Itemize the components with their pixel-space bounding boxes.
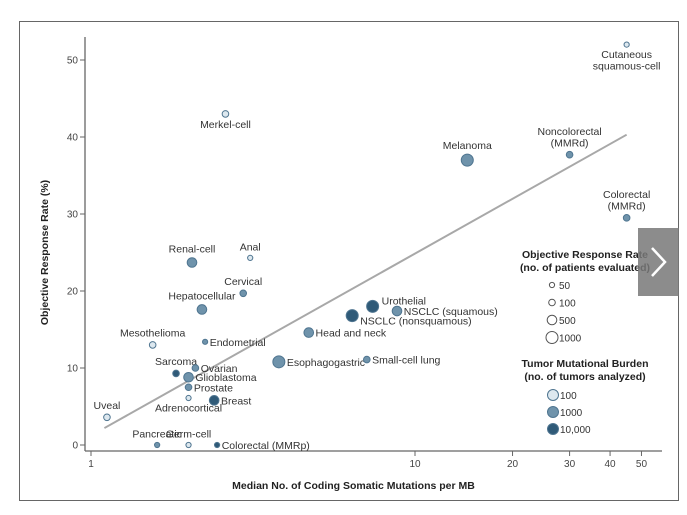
data-point-label: Ovarian	[201, 363, 238, 375]
data-point-label: Germ-cell	[166, 428, 212, 440]
data-point	[565, 150, 574, 159]
legend-color-swatch	[547, 406, 559, 418]
chevron-right-icon	[651, 247, 667, 277]
y-tick-label: 40	[67, 133, 79, 144]
data-point	[202, 338, 209, 345]
data-point	[363, 355, 371, 364]
data-point	[366, 299, 380, 313]
data-point-label: (MMRd)	[551, 137, 589, 149]
data-point	[221, 110, 230, 118]
data-point	[272, 355, 286, 369]
legend-color-swatch	[547, 423, 559, 435]
data-point-label: Cervical	[224, 276, 262, 288]
data-point-label: Uveal	[94, 400, 121, 412]
data-point	[196, 304, 208, 315]
x-axis-title: Median No. of Coding Somatic Mutations p…	[232, 480, 475, 492]
data-point	[391, 305, 403, 317]
data-point	[247, 254, 254, 261]
legend-color-label: 10,000	[560, 425, 591, 436]
data-point	[239, 289, 248, 298]
data-point-label: Melanoma	[443, 140, 492, 152]
data-point	[184, 383, 193, 392]
data-point-label: Urothelial	[382, 295, 426, 307]
data-point	[208, 395, 220, 406]
data-point	[154, 441, 161, 449]
data-point	[213, 441, 221, 449]
x-tick-label: 1	[88, 459, 94, 470]
y-axis-title: Objective Response Rate (%)	[39, 180, 51, 325]
legend-size-swatch	[546, 314, 558, 326]
data-point-label: Prostate	[194, 382, 233, 394]
data-point	[172, 369, 180, 378]
data-point	[623, 41, 630, 48]
legend-size-label: 1000	[559, 334, 582, 345]
data-point-label: Head and neck	[316, 328, 387, 340]
legend-size-label: 50	[559, 281, 571, 292]
legend-color-label: 100	[560, 391, 577, 402]
legend-size-swatch	[545, 331, 559, 344]
data-point-label: Glioblastoma	[195, 372, 256, 384]
legend-color-title: (no. of tumors analyzed)	[524, 371, 645, 383]
data-point-label: NSCLC (nonsquamous)	[360, 316, 471, 328]
legend-size-swatch	[548, 298, 556, 307]
data-point	[303, 327, 315, 338]
legend-size-title: (no. of patients evaluated)	[520, 262, 650, 274]
legend-size-title: Objective Response Rate	[522, 249, 648, 261]
legend-color-title: Tumor Mutational Burden	[522, 358, 649, 370]
data-point-label: Sarcoma	[155, 356, 197, 368]
legend-size-label: 100	[559, 299, 576, 310]
data-point	[191, 364, 200, 372]
data-point-label: Small-cell lung	[372, 355, 440, 367]
data-point-label: Endometrial	[210, 337, 266, 349]
x-tick-label: 40	[605, 459, 617, 470]
data-point	[183, 371, 194, 383]
data-point-label: Adrenocortical	[155, 403, 222, 415]
data-point-label: (MMRd)	[608, 201, 646, 213]
data-point-label: Esophagogastric	[287, 357, 365, 369]
y-tick-label: 30	[67, 210, 79, 221]
data-point	[103, 413, 111, 422]
data-point	[148, 341, 157, 349]
data-point-label: Mesothelioma	[120, 328, 186, 340]
legend-size-label: 500	[559, 316, 576, 327]
data-point-label: Noncolorectal	[537, 126, 601, 138]
data-point	[460, 153, 474, 167]
data-point-label: Colorectal	[603, 189, 650, 201]
chart-frame	[19, 21, 679, 501]
legend-color-swatch	[547, 389, 559, 401]
data-point	[185, 441, 192, 449]
data-point	[345, 309, 359, 323]
data-point	[185, 394, 192, 402]
x-tick-label: 50	[636, 459, 648, 470]
x-tick-label: 20	[507, 459, 519, 470]
data-point-label: Breast	[221, 395, 251, 407]
data-point	[622, 214, 631, 222]
data-point-label: Pancreatic	[132, 428, 182, 440]
data-point-label: Hepatocellular	[168, 291, 236, 303]
data-point-label: Renal-cell	[169, 244, 216, 256]
data-point-label: NSCLC (squamous)	[404, 306, 498, 318]
y-tick-label: 50	[67, 56, 79, 67]
y-tick-label: 20	[67, 287, 79, 298]
next-slide-button[interactable]	[638, 228, 679, 296]
x-tick-label: 30	[564, 459, 576, 470]
y-tick-label: 0	[72, 441, 78, 452]
legend-color-label: 1000	[560, 408, 583, 419]
data-point-label: Merkel-cell	[200, 119, 251, 131]
data-point-label: Anal	[240, 241, 261, 253]
trend-line	[103, 133, 628, 429]
data-point	[186, 257, 198, 268]
y-tick-label: 10	[67, 364, 79, 375]
x-tick-label: 10	[409, 459, 421, 470]
data-point-label: squamous-cell	[593, 61, 661, 73]
data-point-label: Colorectal (MMRp)	[222, 440, 310, 452]
data-point-label: Cutaneous	[601, 49, 652, 61]
legend-size-swatch	[548, 281, 556, 289]
